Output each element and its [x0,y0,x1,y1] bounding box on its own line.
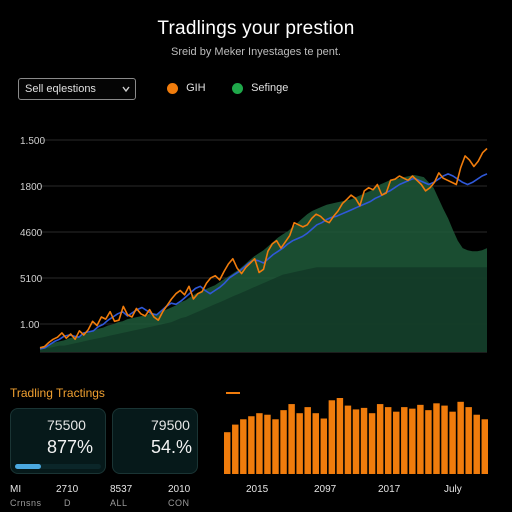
footer-stat-label: 2710 [56,484,79,495]
bar [280,410,287,474]
footer-stat-label: MI [10,484,22,495]
y-tick-label: 5100 [20,274,43,285]
footer-stat-sub: D [64,498,71,508]
bar-x-tick-label: 2015 [246,484,269,495]
page-subtitle: Sreid by Meker Inyestages te pent. [171,46,341,58]
legend-item-sefinge[interactable]: Sefinge [232,82,288,96]
bar [296,413,303,474]
bar [264,414,271,474]
bar [433,403,440,474]
y-tick-label: 1.500 [20,136,45,147]
bar [384,407,392,474]
bar [376,404,384,474]
footer-stat-label: 2010 [168,484,191,495]
bar [248,416,255,474]
legend-label: GIH [186,82,206,95]
y-tick-label: 1.00 [20,320,40,331]
y-axis-tick-labels: 1.500 1800 4600 5100 1.00 [20,136,45,331]
bar [232,424,239,474]
footer-stat-sub: Crnsns [10,498,42,508]
chart-lines [39,147,488,350]
bar [336,398,344,474]
card-percent: 877% [47,437,94,457]
bar [393,411,400,474]
footer-stat-sub: ALL [110,498,128,508]
bar [473,414,480,474]
dropdown-label: Sell eqlestions [25,83,96,95]
bar [352,409,360,474]
y-tick-label: 4600 [20,228,43,239]
bar-x-tick-label: 2097 [314,484,337,495]
bar [256,413,263,474]
card-percent: 54.% [151,437,193,457]
main-line-chart: 1.500 1800 4600 5100 1.00 [20,136,488,353]
bar [409,408,416,474]
chevron-down-icon [122,86,130,93]
bar [344,405,352,474]
bar-x-tick-label: July [444,484,462,495]
bar [417,404,424,474]
bar-chart-legend-dash [226,392,240,394]
bar [465,407,472,474]
bar [457,401,464,474]
footer-stat-label: 8537 [110,484,133,495]
bar-chart [224,398,488,474]
bar [304,407,311,474]
selection-dropdown[interactable]: Sell eqlestions [18,78,136,100]
legend-dot-icon [167,82,178,94]
section-title: Tradling Tractings [10,386,105,400]
card-value: 75500 [47,417,86,433]
bar [272,419,279,474]
bar [441,405,448,474]
y-tick-label: 1800 [20,182,43,193]
stat-card-2[interactable]: 79500 54.% [112,408,198,474]
card-progress-track [15,464,101,469]
bar [328,400,336,474]
area-series [40,267,487,352]
bar [425,410,432,474]
legend-label: Sefinge [251,82,289,95]
line-series [39,147,488,349]
bar [312,413,319,474]
page-title: Tradlings your prestion [157,18,355,39]
legend-dot-icon [232,82,243,94]
card-value: 79500 [151,417,190,433]
card-progress-fill [15,464,41,469]
bar [481,419,488,474]
footer-stat-sub: CON [168,498,190,508]
bar [224,432,231,474]
bar [288,404,295,474]
legend-item-gih[interactable]: GIH [167,82,206,96]
bar [360,407,368,474]
stat-card-1[interactable]: 75500 877% [10,408,106,474]
bar-x-tick-label: 2017 [378,484,401,495]
bar [401,407,408,474]
line-series [39,173,488,350]
bar [368,413,376,474]
bar [240,419,247,474]
bar [449,411,456,474]
bar [320,418,328,474]
